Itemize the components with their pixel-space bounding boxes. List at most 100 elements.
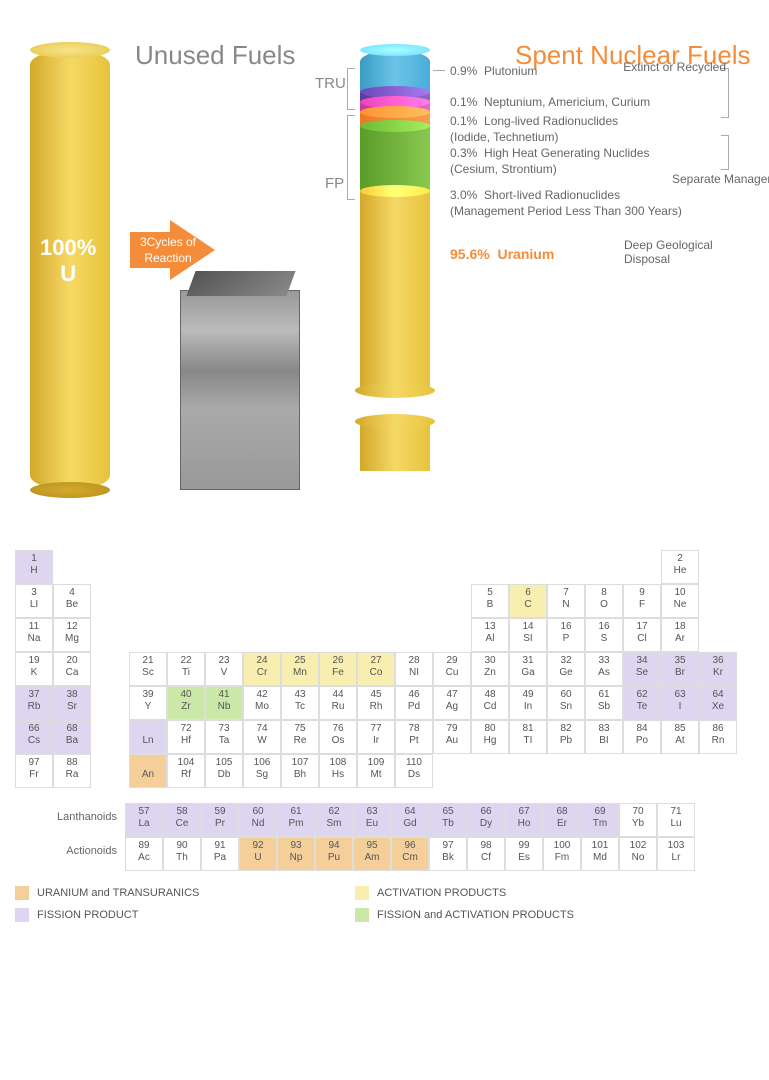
lbl-ll: 0.1% Long-lived Radionuclides (Iodide, T…: [450, 114, 618, 145]
element-S: 16S: [585, 618, 623, 652]
element-Eu: 63Eu: [353, 803, 391, 837]
element-N: 7N: [547, 584, 585, 618]
lbl-sl: 3.0% Short-lived Radionuclides (Manageme…: [450, 188, 682, 219]
element-Cd: 48Cd: [471, 686, 509, 720]
lbl-u: 95.6% Uranium: [450, 245, 554, 263]
element-Sm: 62Sm: [315, 803, 353, 837]
element-An: An: [129, 754, 167, 788]
element-Cf: 98Cf: [467, 837, 505, 871]
fp-label: FP: [325, 175, 344, 192]
element-Se: 34Se: [623, 652, 661, 686]
element-Pt: 78Pt: [395, 720, 433, 754]
element-Pm: 61Pm: [277, 803, 315, 837]
fp-bracket: [347, 115, 355, 200]
element-Mn: 25Mn: [281, 652, 319, 686]
element-Ce: 58Ce: [163, 803, 201, 837]
element-Rb: 37Rb: [15, 686, 53, 720]
lbl-np: 0.1% Neptunium, Americium, Curium: [450, 95, 650, 111]
element-Ru: 44Ru: [319, 686, 357, 720]
element-Gd: 64Gd: [391, 803, 429, 837]
element-Mg: 12Mg: [53, 618, 91, 652]
element-F: 9F: [623, 584, 661, 618]
element-Be: 4Be: [53, 584, 91, 618]
element-Fe: 26Fe: [319, 652, 357, 686]
element-No: 102No: [619, 837, 657, 871]
legend-item: ACTIVATION PRODUCTS: [355, 886, 695, 900]
element-Os: 76Os: [319, 720, 357, 754]
element-Er: 68Er: [543, 803, 581, 837]
element-Mo: 42Mo: [243, 686, 281, 720]
element-SI: 14SI: [509, 618, 547, 652]
element-Sc: 21Sc: [129, 652, 167, 686]
element-Sn: 60Sn: [547, 686, 585, 720]
element-Es: 99Es: [505, 837, 543, 871]
element-Hf: 72Hf: [167, 720, 205, 754]
element-Ti: 22Ti: [167, 652, 205, 686]
element-Xe: 64Xe: [699, 686, 737, 720]
element-C: 6C: [509, 584, 547, 618]
spent-cylinder: [360, 50, 430, 471]
element-Ds: 110Ds: [395, 754, 433, 788]
sep-bracket: [721, 135, 729, 170]
element-Re: 75Re: [281, 720, 319, 754]
element-He: 2He: [661, 550, 699, 584]
element-Th: 90Th: [163, 837, 201, 871]
element-Am: 95Am: [353, 837, 391, 871]
element-Ba: 68Ba: [53, 720, 91, 754]
element-Na: 11Na: [15, 618, 53, 652]
element-Nb: 41Nb: [205, 686, 243, 720]
element-Pb: 82Pb: [547, 720, 585, 754]
element-Cs: 66Cs: [15, 720, 53, 754]
element-Hs: 108Hs: [319, 754, 357, 788]
element-Sr: 38Sr: [53, 686, 91, 720]
tru-label: TRU: [315, 75, 346, 92]
legend-item: FISSION PRODUCT: [15, 908, 355, 922]
element-Sb: 61Sb: [585, 686, 623, 720]
seg-shortlived: [360, 126, 430, 191]
element-In: 49In: [509, 686, 547, 720]
legend-item: FISSION and ACTIVATION PRODUCTS: [355, 908, 695, 922]
element-Rh: 45Rh: [357, 686, 395, 720]
reaction-label: 3Cycles of Reaction: [133, 235, 203, 266]
element-Pa: 91Pa: [201, 837, 239, 871]
act-label: Actionoids: [15, 837, 125, 871]
element-H: 1H: [15, 550, 53, 584]
element-At: 85At: [661, 720, 699, 754]
element-Po: 84Po: [623, 720, 661, 754]
element-Ln: Ln: [129, 720, 167, 754]
element-Np: 93Np: [277, 837, 315, 871]
element-As: 33As: [585, 652, 623, 686]
element-Zn: 30Zn: [471, 652, 509, 686]
element-Ar: 18Ar: [661, 618, 699, 652]
element-Cl: 17Cl: [623, 618, 661, 652]
periodic-table: 1H2He3LI4Be5B6C7N8O9F10Ne11Na12Mg13Al14S…: [15, 550, 754, 871]
element-O: 8O: [585, 584, 623, 618]
element-Rf: 104Rf: [167, 754, 205, 788]
fuel-assembly-icon: [180, 290, 300, 490]
element-Pu: 94Pu: [315, 837, 353, 871]
element-Bk: 97Bk: [429, 837, 467, 871]
element-Au: 79Au: [433, 720, 471, 754]
element-Ho: 67Ho: [505, 803, 543, 837]
element-Cm: 96Cm: [391, 837, 429, 871]
disp-extinct: Extinct or Recycled: [623, 60, 726, 74]
element-Rn: 86Rn: [699, 720, 737, 754]
legend: URANIUM and TRANSURANICSACTIVATION PRODU…: [15, 886, 754, 930]
element-Pd: 46Pd: [395, 686, 433, 720]
element-P: 16P: [547, 618, 585, 652]
wave-break: [355, 391, 435, 421]
element-Al: 13Al: [471, 618, 509, 652]
element-Ne: 10Ne: [661, 584, 699, 618]
element-Ta: 73Ta: [205, 720, 243, 754]
disp-sep: Separate Management: [672, 172, 769, 186]
element-B: 5B: [471, 584, 509, 618]
element-U: 92U: [239, 837, 277, 871]
element-Ag: 47Ag: [433, 686, 471, 720]
element-Ac: 89Ac: [125, 837, 163, 871]
element-Db: 105Db: [205, 754, 243, 788]
element-Ra: 88Ra: [53, 754, 91, 788]
element-Md: 101Md: [581, 837, 619, 871]
element-Te: 62Te: [623, 686, 661, 720]
element-Tb: 65Tb: [429, 803, 467, 837]
element-Ge: 32Ge: [547, 652, 585, 686]
